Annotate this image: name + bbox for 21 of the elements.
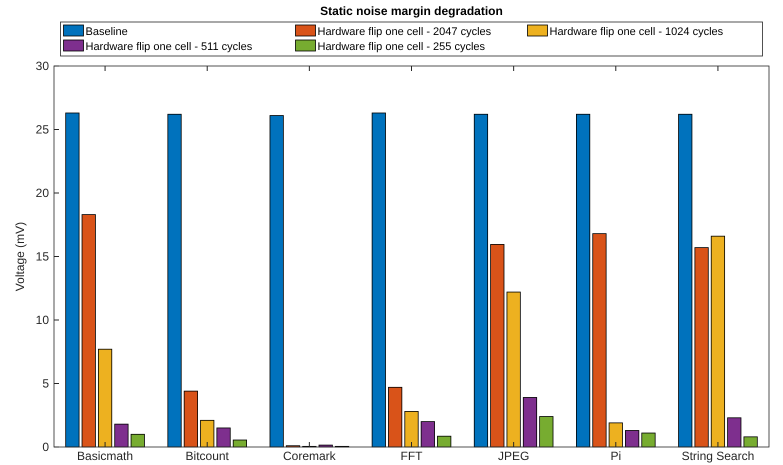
- y-tick-label: 5: [42, 376, 50, 391]
- x-tick-label: JPEG: [498, 449, 530, 463]
- x-tick-label: Basicmath: [77, 449, 134, 463]
- x-tick-label: Coremark: [283, 449, 337, 463]
- legend-label: Hardware flip one cell - 2047 cycles: [318, 26, 492, 38]
- y-tick-label: 15: [36, 250, 50, 264]
- legend-label: Baseline: [86, 26, 128, 38]
- x-tick-label: String Search: [682, 449, 754, 463]
- legend-label: Hardware flip one cell - 511 cycles: [86, 40, 253, 53]
- chart-title: Static noise margin degradation: [320, 4, 503, 18]
- y-tick-label: 20: [36, 186, 50, 200]
- x-tick-label: Pi: [610, 449, 622, 463]
- y-tick-label: 0: [42, 440, 50, 454]
- x-tick-label: FFT: [400, 449, 424, 463]
- y-tick-label: 30: [36, 59, 50, 74]
- y-axis-title: Voltage (mV): [13, 222, 27, 292]
- legend-label: Hardware flip one cell - 1024 cycles: [550, 26, 724, 38]
- legend-label: Hardware flip one cell - 255 cycles: [318, 40, 486, 53]
- y-tick-label: 10: [36, 313, 50, 328]
- y-tick-label: 25: [36, 122, 50, 137]
- x-tick-label: Bitcount: [186, 449, 230, 463]
